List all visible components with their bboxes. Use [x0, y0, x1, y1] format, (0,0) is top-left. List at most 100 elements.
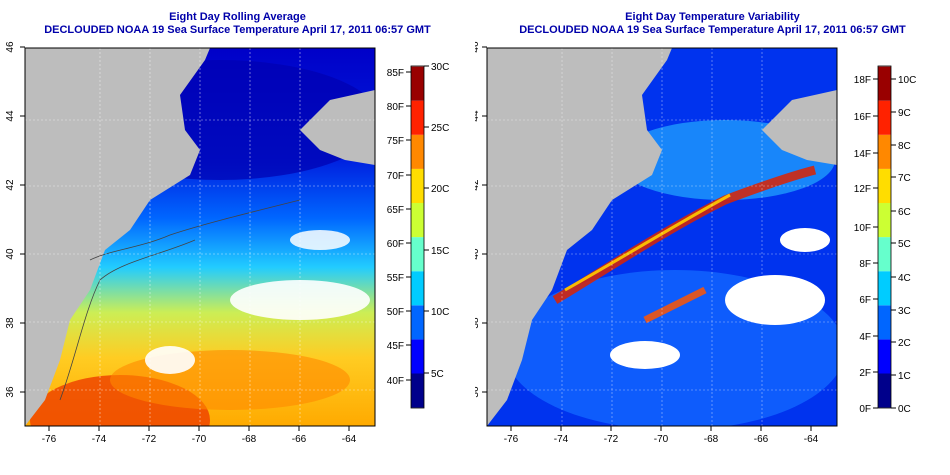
y-tick: 38	[475, 317, 487, 329]
colorbar-right-tick: 25C	[424, 123, 449, 134]
colorbar-right-tick: 9C	[891, 108, 911, 119]
x-tick: -68	[704, 426, 719, 445]
svg-text:15C: 15C	[431, 246, 449, 257]
colorbar: 40F 45F 50F 55F 60F 65F 70F 75F 80F 85F …	[387, 62, 449, 409]
colorbar-right-tick: 5C	[891, 239, 911, 250]
svg-text:-72: -72	[142, 434, 157, 445]
x-tick: -72	[142, 426, 157, 445]
colorbar-right-tick: 15C	[424, 246, 449, 257]
svg-text:4C: 4C	[898, 273, 911, 284]
svg-text:40F: 40F	[387, 376, 404, 387]
sst-variability-panel: Eight Day Temperature Variability DECLOU…	[475, 0, 950, 475]
panel-title: Eight Day Rolling Average	[169, 11, 306, 23]
svg-text:12F: 12F	[854, 184, 871, 195]
svg-text:0F: 0F	[859, 404, 871, 415]
colorbar-segment	[411, 100, 424, 135]
high-variability-front	[643, 286, 707, 324]
svg-text:5C: 5C	[431, 369, 444, 380]
colorbar-segment	[411, 168, 424, 203]
colorbar-right-tick: 0C	[891, 404, 911, 415]
svg-text:10F: 10F	[854, 223, 871, 234]
y-tick: 46	[475, 41, 487, 53]
x-tick: -64	[804, 426, 819, 445]
colorbar-left-tick: 12F	[854, 184, 878, 195]
y-tick: 46	[5, 41, 25, 53]
colorbar-segment	[878, 134, 891, 169]
lat-lon-grid	[25, 48, 375, 426]
svg-text:80F: 80F	[387, 102, 404, 113]
colorbar-right-tick: 1C	[891, 371, 911, 382]
x-tick: -76	[42, 426, 57, 445]
x-tick: -70	[192, 426, 207, 445]
colorbar-left-tick: 75F	[387, 136, 411, 147]
svg-text:20C: 20C	[431, 184, 449, 195]
colorbar-left-tick: 40F	[387, 376, 411, 387]
svg-text:-66: -66	[292, 434, 307, 445]
svg-text:70F: 70F	[387, 171, 404, 182]
land-mass	[25, 48, 210, 426]
y-tick: 40	[5, 248, 25, 260]
colorbar-frame	[877, 65, 892, 409]
colorbar-left-tick: 55F	[387, 273, 411, 284]
colorbar-left-tick: 16F	[854, 112, 878, 123]
colorbar-right-tick: 8C	[891, 141, 911, 152]
colorbar-frame	[410, 65, 425, 409]
x-axis: -76 -74 -72 -70 -68 -66 -64	[42, 426, 357, 445]
svg-text:10C: 10C	[431, 307, 449, 318]
colorbar-right-tick: 2C	[891, 338, 911, 349]
colorbar-segment	[878, 305, 891, 340]
colorbar-right-tick: 6C	[891, 207, 911, 218]
svg-text:4F: 4F	[859, 332, 871, 343]
cloud-mask-region	[780, 228, 830, 252]
colorbar-segment	[878, 168, 891, 203]
svg-text:42: 42	[5, 179, 16, 191]
svg-text:44: 44	[5, 110, 16, 122]
colorbar-right-tick: 4C	[891, 273, 911, 284]
svg-text:9C: 9C	[898, 108, 911, 119]
colorbar-left-tick: 2F	[859, 368, 878, 379]
svg-text:6C: 6C	[898, 207, 911, 218]
colorbar-segment	[878, 271, 891, 306]
svg-text:36: 36	[5, 386, 16, 398]
colorbar-segment	[878, 339, 891, 374]
x-tick: -68	[242, 426, 257, 445]
colorbar-left-tick: 70F	[387, 171, 411, 182]
svg-text:18F: 18F	[854, 75, 871, 86]
x-axis: -76 -74 -72 -70 -68 -66 -64	[504, 426, 819, 445]
colorbar-left-tick: 85F	[387, 68, 411, 79]
colorbar-segments	[411, 66, 424, 408]
svg-text:6F: 6F	[859, 295, 871, 306]
svg-text:75F: 75F	[387, 136, 404, 147]
svg-text:-72: -72	[604, 434, 619, 445]
svg-text:8C: 8C	[898, 141, 911, 152]
colorbar-left-tick: 14F	[854, 149, 878, 160]
svg-text:25C: 25C	[431, 123, 449, 134]
svg-text:30C: 30C	[431, 62, 449, 73]
colorbar-segment	[411, 66, 424, 101]
svg-text:38: 38	[475, 317, 481, 329]
x-tick: -76	[504, 426, 519, 445]
panel-title: Eight Day Temperature Variability	[625, 11, 800, 23]
map-svg: -76 -74 -72 -70 -68 -66 -64 36 38 40 42 …	[475, 41, 916, 445]
lat-lon-grid	[487, 48, 837, 426]
cloud-mask-region	[290, 230, 350, 250]
colorbar-segment	[411, 305, 424, 340]
y-tick: 36	[475, 386, 487, 398]
y-tick: 42	[5, 179, 25, 191]
svg-text:44: 44	[475, 110, 481, 122]
colorbar-right-tick: 10C	[424, 307, 449, 318]
svg-text:65F: 65F	[387, 205, 404, 216]
y-axis: 36 38 40 42 44 46	[5, 41, 25, 398]
colorbar-right-tick: 10C	[891, 75, 916, 86]
colorbar-right-tick: 30C	[424, 62, 449, 73]
svg-text:60F: 60F	[387, 239, 404, 250]
svg-text:-68: -68	[704, 434, 719, 445]
svg-text:16F: 16F	[854, 112, 871, 123]
land-mass	[487, 48, 672, 426]
y-tick: 36	[5, 386, 25, 398]
svg-text:-66: -66	[754, 434, 769, 445]
colorbar-right-tick: 3C	[891, 306, 911, 317]
svg-text:50F: 50F	[387, 307, 404, 318]
svg-text:-74: -74	[92, 434, 107, 445]
cloud-mask-region	[610, 341, 680, 369]
